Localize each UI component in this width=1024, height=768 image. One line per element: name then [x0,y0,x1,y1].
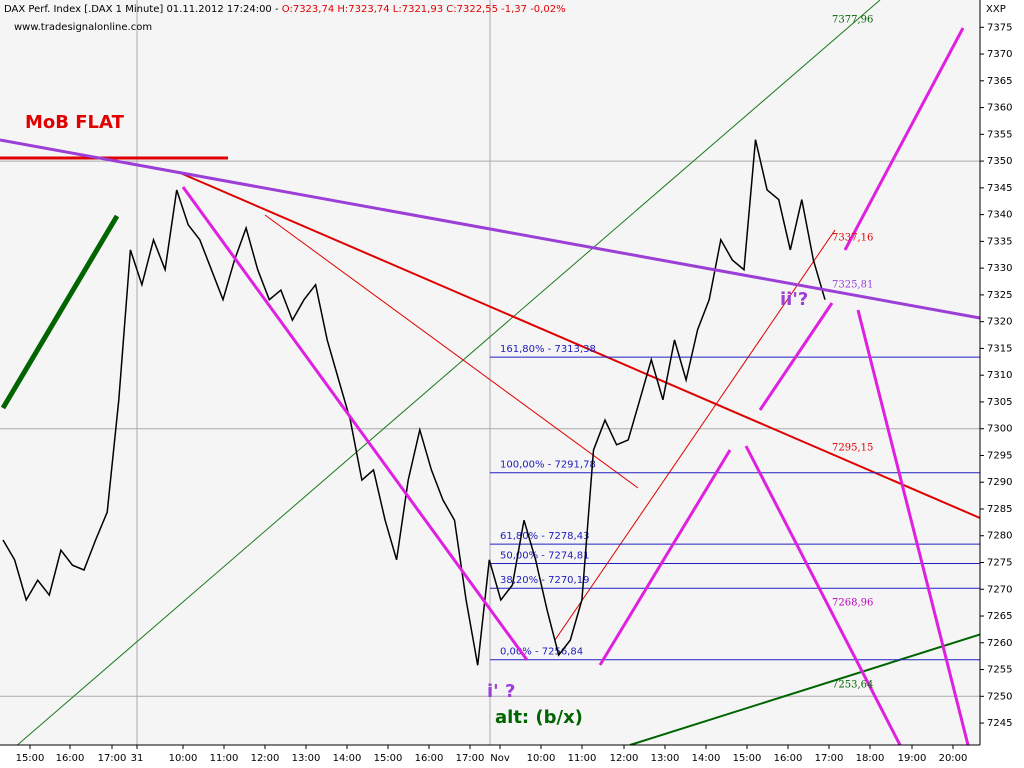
site: www.tradesignalonline.com [14,22,152,33]
trend-line [0,138,981,320]
y-tick-label: 7345 [987,183,1012,194]
axes: 7245 7250 7255 7260 7265 7270 7275 7280 7285 7290… [16,22,1013,764]
y-tick-label: 7250 [987,691,1012,702]
y-tick-label: 7280 [987,531,1012,542]
wave-line [758,302,834,411]
wave-line [744,445,902,746]
x-tick-label: 15:00 [733,753,762,764]
y-tick-label: 7255 [987,665,1012,676]
trend-line [0,0,881,761]
y-tick-label: 7365 [987,76,1012,87]
x-tick-label: 12:00 [251,753,280,764]
trend-line [629,624,1011,746]
fib-label: 38,20% - 7270,19 [500,575,589,586]
wave-line [856,309,970,746]
x-tick-label: 18:00 [856,753,885,764]
y-tick-label: 7325 [987,290,1012,301]
x-tick-label: 17:00 [456,753,485,764]
x-tick-label: 10:00 [169,753,198,764]
y-tick-label: 7320 [987,317,1012,328]
x-tick-label: 13:00 [651,753,680,764]
trend-line [264,214,639,489]
x-tick-label: 15:00 [374,753,403,764]
price-label: 7253,64 [832,680,873,691]
y-tick-label: 7310 [987,370,1012,381]
y-tick-label: 7285 [987,504,1012,515]
y-axis-area [980,0,1024,768]
fib-label: 100,00% - 7291,78 [500,460,596,471]
x-tick-label: 11:00 [568,753,597,764]
price [2,139,826,666]
y-tick-label: 7355 [987,129,1012,140]
y-tick-label: 7315 [987,343,1012,354]
price-label: 7268,96 [832,598,873,609]
x-tick-label: Nov [490,753,510,764]
x-tick-label: 12:00 [610,753,639,764]
price-label: 7295,15 [832,443,873,454]
x-tick-label: 20:00 [939,753,968,764]
y-tick-label: 7305 [987,397,1012,408]
y-tick-label: 7370 [987,49,1012,60]
fib-label: 61,80% - 7278,43 [500,531,589,542]
x-tick-label: 11:00 [210,753,239,764]
fib-label: 0,00% - 7256,84 [500,647,583,658]
price-label: 7325,81 [832,280,873,291]
y-tick-label: 7360 [987,103,1012,114]
y-tick-label: 7340 [987,210,1012,221]
trend-line [177,171,981,519]
header-ohlc: O:7323,74 H:7323,74 L:7321,93 C:7322,55 … [282,4,566,15]
header-title: DAX Perf. Index [.DAX 1 Minute] 01.11.20… [4,4,282,15]
y-tick-label: 7275 [987,557,1012,568]
x-tick-label: 17:00 [98,753,127,764]
y-tick-label: 7245 [987,718,1012,729]
y-tick-label: 7330 [987,263,1012,274]
y-tick-label: 7375 [987,22,1012,33]
y-tick-label: 7335 [987,236,1012,247]
price-line [2,139,826,666]
y-tick-label: 7300 [987,424,1012,435]
annotation: alt: (b/x) [495,707,583,728]
trend-line [0,214,120,410]
y-tick-label: 7265 [987,611,1012,622]
x-tick-label: 19:00 [898,753,927,764]
x-tick-label: 10:00 [527,753,556,764]
header: DAX Perf. Index [.DAX 1 Minute] 01.11.20… [4,4,566,15]
wave-lines [181,27,970,746]
y-tick-label: 7260 [987,638,1012,649]
y-tick-label: 7290 [987,477,1012,488]
trend-line [554,229,836,641]
y-tick-label: 7270 [987,584,1012,595]
price-label: 7377,96 [832,15,873,26]
y-tick-label: 7350 [987,156,1012,167]
annotation: ii'? [780,289,808,310]
x-axis-area [0,745,980,768]
x-tick-label: 16:00 [774,753,803,764]
y-tick-label: 7295 [987,450,1012,461]
fib-label: 161,80% - 7313,38 [500,344,596,355]
x-tick-label: 14:00 [333,753,362,764]
x-tick-label: 17:00 [815,753,844,764]
x-tick-label: 31 [131,753,144,764]
x-tick-label: 16:00 [415,753,444,764]
grid [0,0,980,745]
annotation: i' ? [487,681,515,702]
wave-line [181,186,529,661]
x-tick-label: 15:00 [16,753,45,764]
fib-levels: 161,80% - 7313,38 100,00% - 7291,78 61,80%… [490,344,980,661]
price-label: 7337,16 [832,233,873,244]
axis-name: XXP [986,4,1006,15]
x-tick-label: 14:00 [692,753,721,764]
x-tick-label: 13:00 [292,753,321,764]
wave-line [843,27,965,251]
wave-line [598,449,732,666]
x-tick-label: 16:00 [56,753,85,764]
fib-label: 50,00% - 7274,81 [500,551,589,562]
annotation: MoB FLAT [25,112,125,133]
